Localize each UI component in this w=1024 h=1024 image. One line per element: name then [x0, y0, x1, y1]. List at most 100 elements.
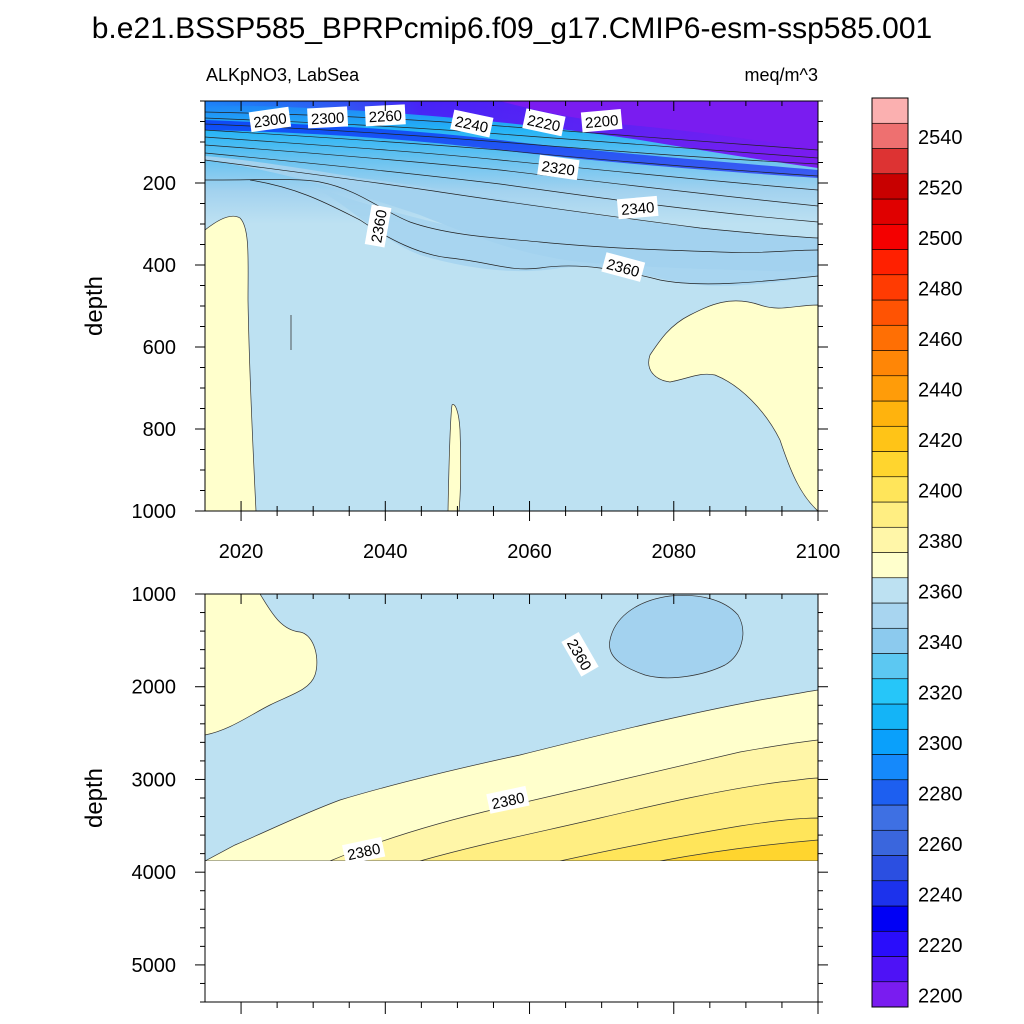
colorbar-swatch — [871, 754, 909, 781]
colorbar-tick-label: 2320 — [918, 682, 963, 704]
contour-label-box — [580, 108, 623, 133]
colorbar-swatch — [871, 678, 909, 705]
lower-y-tick-label: 3000 — [132, 769, 177, 791]
contour-label-text: 2200 — [584, 112, 619, 132]
contour-label: 2340 — [616, 195, 659, 220]
colorbar-tick-label: 2540 — [918, 127, 963, 149]
colorbar-swatch — [871, 602, 909, 629]
lower-missing-data-area — [205, 861, 818, 1002]
contour-label-box — [248, 106, 292, 133]
colorbar-tick-label: 2340 — [918, 632, 963, 654]
contour-label-text: 2380 — [490, 790, 526, 814]
lower-y-axis-label: depth — [81, 768, 108, 828]
colorbar-swatch — [871, 375, 909, 402]
colorbar-swatch — [871, 728, 909, 755]
contour-label-box — [522, 108, 566, 137]
contour-label-text: 2380 — [346, 841, 382, 865]
contour-label-box — [364, 104, 406, 127]
contour-label: 2260 — [364, 104, 406, 127]
colorbar-swatch — [871, 552, 909, 579]
upper-x-tick-label: 2060 — [507, 541, 552, 563]
contour-label: 2320 — [537, 154, 580, 181]
contour-label: 2380 — [486, 785, 530, 814]
colorbar-swatch — [871, 299, 909, 326]
colorbar-tick-label: 2500 — [918, 228, 963, 250]
upper-x-tick-label: 2040 — [363, 541, 408, 563]
colorbar-tick-label: 2260 — [918, 834, 963, 856]
figure-title: b.e21.BSSP585_BPRPcmip6.f09_g17.CMIP6-es… — [92, 12, 932, 45]
lower-x-axis — [240, 594, 819, 1014]
colorbar-swatch — [871, 400, 909, 427]
contour-label: 2200 — [580, 108, 623, 133]
colorbar-swatch — [871, 324, 909, 351]
colorbar-tick-label: 2200 — [918, 985, 963, 1007]
colorbar-swatch — [871, 476, 909, 503]
contour-label-box — [537, 154, 580, 181]
colorbar-swatch — [871, 653, 909, 680]
contour-label: 2240 — [450, 109, 494, 138]
colorbar-swatch — [871, 930, 909, 957]
colorbar-swatch — [871, 880, 909, 907]
upper-y-axis: 200 400 600 800 1000 — [132, 100, 828, 523]
contour-label-text: 2300 — [311, 110, 345, 129]
colorbar-swatch — [871, 274, 909, 301]
contour-label-box — [450, 109, 494, 138]
colorbar-tick-label: 2240 — [918, 884, 963, 906]
colorbar-tick-label: 2280 — [918, 783, 963, 805]
contour-label-text: 2220 — [526, 112, 562, 136]
colorbar-swatch — [871, 829, 909, 856]
colorbar-swatch — [871, 451, 909, 478]
contour-label: 2220 — [522, 108, 566, 137]
upper-x-axis: 2020 2040 2060 2080 2100 — [219, 101, 840, 563]
colorbar-tick-label: 2520 — [918, 177, 963, 199]
contour-label-text: 2360 — [368, 208, 391, 244]
lower-y-tick-label: 5000 — [132, 955, 177, 977]
upper-x-tick-label: 2100 — [796, 541, 841, 563]
colorbar-swatch — [871, 425, 909, 452]
contour-label: 2300 — [307, 106, 349, 129]
contour-label-box — [616, 195, 659, 220]
lower-y-tick-label: 1000 — [132, 584, 177, 606]
upper-y-tick-label: 800 — [143, 419, 176, 441]
colorbar-swatch — [871, 577, 909, 604]
upper-subtitle-right: meq/m^3 — [745, 65, 818, 85]
contour-label: 2300 — [248, 106, 292, 133]
colorbar-swatch — [871, 501, 909, 528]
upper-panel: ALKpNO3, LabSea meq/m^3 — [81, 65, 840, 563]
colorbar-tick-label: 2480 — [918, 278, 963, 300]
colorbar-frame — [871, 97, 909, 1008]
upper-x-tick-label: 2080 — [652, 541, 697, 563]
contour-label: 2380 — [342, 836, 386, 865]
contour-label-text: 2300 — [252, 110, 287, 131]
colorbar-tick-label: 2440 — [918, 379, 963, 401]
upper-y-tick-label: 200 — [143, 173, 176, 195]
contour-label-box — [364, 204, 392, 248]
lower-contour-fill — [205, 594, 818, 861]
colorbar-swatch — [871, 981, 909, 1008]
colorbar-swatch — [871, 855, 909, 882]
colorbar-swatch — [871, 198, 909, 225]
colorbar-swatch — [871, 779, 909, 806]
colorbar-swatch — [871, 173, 909, 200]
colorbar-tick-label: 2380 — [918, 531, 963, 553]
colorbar: 2200 2220 2240 2260 2280 2300 2320 2340 2360 2380… — [871, 97, 963, 1008]
contour-label-box — [561, 631, 599, 677]
colorbar-swatch — [871, 905, 909, 932]
colorbar-tick-label: 2360 — [918, 581, 963, 603]
colorbar-swatch — [871, 97, 909, 124]
colorbar-tick-label: 2460 — [918, 329, 963, 351]
colorbar-swatch — [871, 804, 909, 831]
colorbar-swatch — [871, 526, 909, 553]
colorbar-tick-label: 2220 — [918, 935, 963, 957]
upper-y-axis-label: depth — [81, 276, 108, 336]
colorbar-swatch — [871, 956, 909, 983]
upper-y-tick-label: 600 — [143, 337, 176, 359]
upper-y-tick-label: 400 — [143, 255, 176, 277]
contour-label-text: 2320 — [540, 158, 575, 179]
contour-label-text: 2240 — [453, 113, 489, 137]
colorbar-swatch — [871, 350, 909, 377]
contour-label-box — [342, 836, 386, 865]
